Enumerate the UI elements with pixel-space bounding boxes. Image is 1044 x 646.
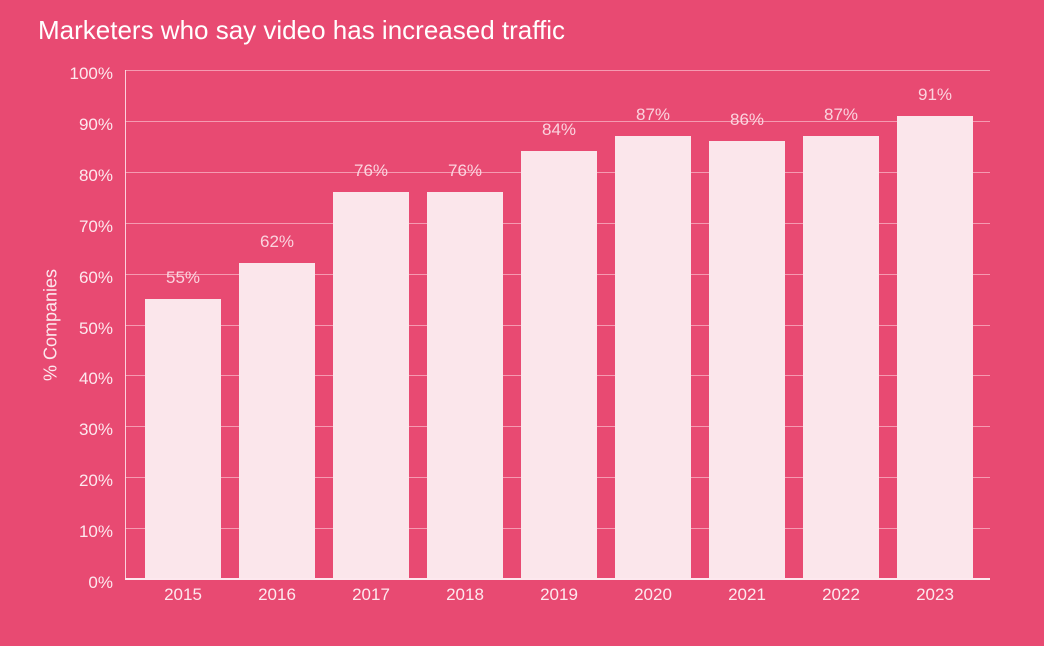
bar-value-label: 84% [541, 120, 577, 140]
bar-value-label: 76% [353, 161, 389, 181]
bar-2020 [615, 136, 691, 579]
bar-value-label: 86% [729, 110, 765, 130]
x-tick-label: 2017 [352, 585, 390, 604]
bar-2015 [145, 299, 221, 579]
y-tick-label: 60% [78, 267, 113, 287]
y-tick-label: 90% [78, 114, 113, 134]
x-tick-label: 2022 [822, 585, 860, 604]
x-tick-label: 2019 [540, 585, 578, 604]
chart-title: Marketers who say video has increased tr… [38, 15, 565, 45]
y-tick-label: 80% [78, 165, 113, 185]
y-tick-label: 30% [78, 420, 113, 440]
bar-2018 [427, 192, 503, 579]
gridline [125, 70, 990, 71]
x-tick-label: 2018 [446, 585, 484, 604]
y-tick-label: 40% [78, 369, 113, 389]
bar-2019 [521, 151, 597, 579]
y-tick-label: 20% [78, 471, 113, 491]
bar-2022 [803, 136, 879, 579]
plot-area: 0% 10% 20% 30% 40% 50% 60% 70% 80% 90% 100% 55% 2015… [70, 64, 990, 604]
x-tick-label: 2020 [634, 585, 672, 604]
bar-2021 [709, 141, 785, 579]
bar-2017 [333, 192, 409, 579]
x-axis-line [125, 578, 990, 580]
gridline [125, 120, 990, 122]
y-tick-label: 50% [78, 318, 113, 338]
bar-value-label: 62% [259, 232, 295, 252]
y-tick-label: 70% [78, 216, 113, 236]
bar-2023 [897, 115, 973, 579]
x-tick-label: 2015 [164, 585, 202, 604]
x-tick-label: 2016 [258, 585, 296, 604]
bar-value-label: 87% [635, 105, 671, 125]
y-tick-label: 0% [88, 573, 113, 592]
bar-value-label: 76% [447, 161, 483, 181]
y-tick-label: 100% [69, 64, 113, 83]
x-tick-label: 2023 [916, 585, 954, 604]
bar-value-label: 55% [165, 268, 201, 288]
bar-value-label: 87% [823, 105, 859, 125]
x-tick-label: 2021 [728, 585, 766, 604]
y-tick-label: 10% [78, 522, 113, 542]
bar-value-label: 91% [917, 84, 953, 104]
bar-2016 [239, 263, 315, 579]
